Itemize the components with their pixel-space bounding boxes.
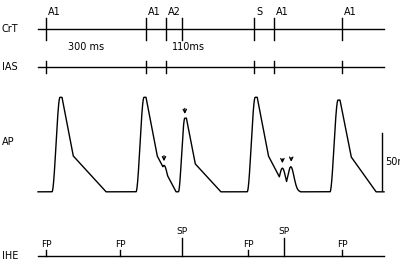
Text: FP: FP — [243, 240, 253, 249]
Text: FP: FP — [115, 240, 125, 249]
Text: AP: AP — [2, 137, 15, 147]
Text: A2: A2 — [168, 7, 181, 17]
Text: CrT: CrT — [2, 24, 19, 34]
Text: IHE: IHE — [2, 251, 18, 261]
Text: SP: SP — [176, 227, 188, 236]
Text: 50mv: 50mv — [385, 157, 400, 167]
Text: A1: A1 — [276, 7, 289, 17]
Text: FP: FP — [337, 240, 347, 249]
Text: IAS: IAS — [2, 62, 18, 72]
Text: 110ms: 110ms — [172, 42, 205, 52]
Text: 300 ms: 300 ms — [68, 42, 104, 52]
Text: S: S — [256, 7, 262, 17]
Text: SP: SP — [278, 227, 290, 236]
Text: FP: FP — [41, 240, 51, 249]
Text: A1: A1 — [148, 7, 161, 17]
Text: A1: A1 — [48, 7, 61, 17]
Text: A1: A1 — [344, 7, 357, 17]
